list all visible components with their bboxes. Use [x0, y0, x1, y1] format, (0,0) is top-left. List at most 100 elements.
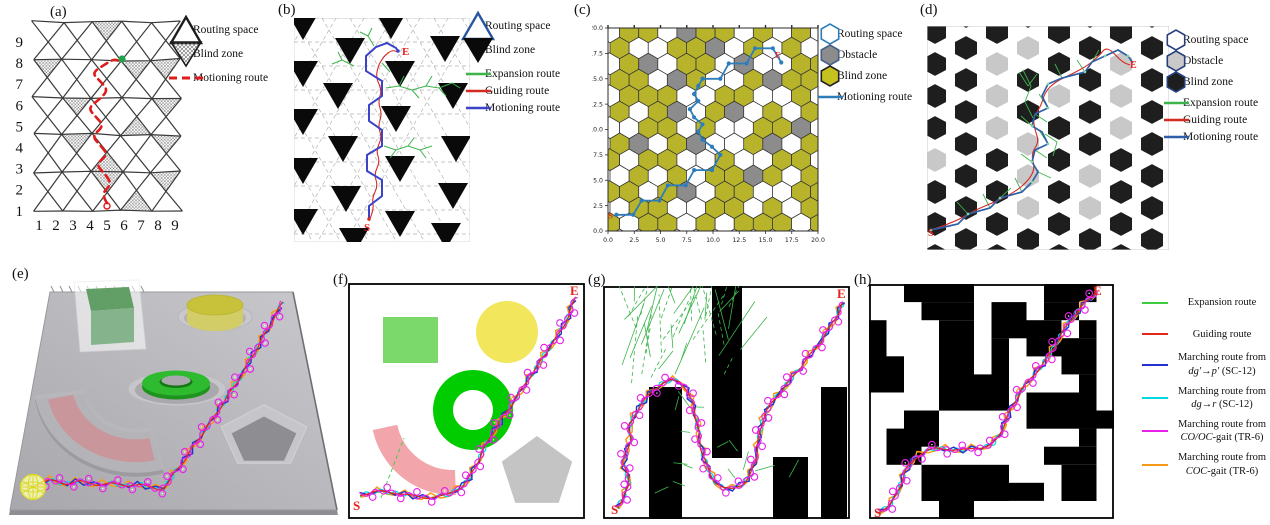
route-node-dot	[656, 392, 658, 394]
mesh-line	[294, 65, 397, 242]
blind-zone-triangle	[150, 171, 181, 192]
marching-route-loop	[539, 361, 548, 369]
expansion-route-line	[640, 289, 665, 345]
route-legend-label: Marching route from CO/OC-gait (TR-6)	[1174, 418, 1270, 445]
end-label: E	[1130, 60, 1137, 71]
blind-zone-hex	[1141, 132, 1163, 156]
route-node-dot	[249, 368, 251, 370]
expansion-route-line	[740, 316, 768, 350]
route-node-dot	[687, 107, 692, 112]
route-node-dot	[386, 486, 388, 489]
route-node-dot	[117, 479, 119, 481]
route-node-dot	[989, 439, 991, 442]
route-legend-row: Marching route from COC-gait (TR-6)	[1142, 451, 1270, 478]
expansion-route-line	[407, 137, 415, 147]
blind-zone-hex	[986, 148, 1008, 172]
blind-zone-hex	[1048, 52, 1070, 76]
expansion-route-line	[673, 462, 688, 465]
edge-tick	[131, 285, 136, 293]
route-node-dot	[694, 438, 696, 440]
legend-row: Expansion route	[1163, 97, 1270, 109]
route-node-dot	[493, 422, 495, 424]
arc-obstacle	[372, 424, 456, 495]
grid-diagonal-line	[121, 60, 152, 98]
route-node-dot	[478, 448, 480, 450]
marching-route-loop	[260, 321, 269, 330]
route-node-dot	[921, 458, 923, 460]
routing-hex	[608, 28, 621, 44]
legend-row: Motioning route	[169, 72, 336, 84]
end-label: E	[402, 46, 409, 58]
route-node-dot	[217, 401, 220, 403]
grid-diagonal-line	[62, 59, 93, 99]
marching-route-loop	[570, 309, 579, 317]
route-node-dot	[753, 476, 756, 478]
obstacle-hex	[986, 84, 1008, 108]
blind-zone-triangle	[430, 36, 460, 62]
obstacle-hex	[1048, 84, 1070, 108]
route-node-dot	[752, 46, 758, 51]
grid-diagonal-line	[61, 171, 94, 212]
legend-c: Routing space Obstacle Blind zone Motioning…	[817, 23, 950, 108]
marching-route-loop	[782, 373, 791, 381]
route-node-dot	[200, 426, 203, 428]
routing-hex	[657, 28, 678, 44]
y-axis-tick-label: 7.5	[593, 152, 603, 159]
label-segment: -gait (TR-6)	[1207, 465, 1259, 477]
route-node-dot	[1088, 292, 1090, 295]
route-node-dot	[1051, 358, 1053, 361]
marching-route-loop	[490, 418, 499, 427]
blind-zone-hex	[927, 244, 946, 250]
route-node-dot	[700, 137, 705, 142]
route-node-dot	[492, 439, 495, 441]
x-axis-tick-label: 7	[137, 218, 145, 234]
grid-diagonal-line	[120, 60, 153, 99]
expansion-route-line	[337, 51, 343, 61]
marching-route-loop	[261, 339, 269, 347]
label-segment: Guiding route	[1192, 328, 1252, 340]
expansion-route-line	[1037, 171, 1052, 179]
route-node-dot	[509, 414, 511, 416]
blind-zone-hex	[1110, 212, 1132, 236]
route-node-dot	[966, 212, 970, 216]
expansion-route-line	[1014, 177, 1023, 193]
panel-f-label: (f)	[333, 272, 348, 288]
obstacle-bar	[821, 387, 847, 519]
blind-zone-hex	[752, 28, 773, 44]
goal-marker	[118, 55, 126, 63]
blind-zone-hex	[638, 28, 659, 44]
y-axis-tick-label: 12.5	[592, 101, 603, 108]
mesh-line	[294, 18, 365, 139]
expansion-route-line	[728, 439, 738, 452]
route-node-dot	[767, 399, 769, 402]
blind-zone-triangle	[61, 133, 92, 154]
route-node-dot	[626, 499, 628, 501]
guiding-route-path	[878, 291, 1099, 514]
route-node-dot	[1001, 416, 1004, 418]
cube-top-face	[86, 287, 134, 311]
blind-zone-hex	[955, 68, 977, 92]
route-node-dot	[821, 346, 823, 349]
marching-route-loop	[902, 476, 911, 485]
legend-d: Routing space Obstacle Blind zone Expansion…	[1163, 29, 1270, 148]
route-node-dot	[1030, 160, 1034, 164]
y-axis-tick-label: 5.0	[593, 177, 603, 184]
route-node-dot	[639, 397, 642, 399]
route-node-dot	[465, 474, 467, 476]
route-node-dot	[1004, 433, 1006, 435]
y-axis-tick-label: 20.0	[592, 25, 603, 32]
blind-zone-triangle	[62, 98, 91, 117]
marching-route-loop	[818, 343, 826, 352]
arc-obstacle-pink	[48, 394, 155, 463]
hex-legend-icon	[820, 23, 840, 45]
grid-diagonal-line	[121, 20, 152, 62]
blind-zone-hex	[1079, 100, 1101, 124]
blind-zone-hex	[1017, 228, 1039, 250]
obstacle-block	[991, 302, 1027, 339]
expansion-route-line	[680, 430, 690, 433]
grid-diagonal-line	[91, 21, 122, 62]
blind-zone-hex	[619, 28, 640, 44]
expansion-route-line	[1054, 63, 1063, 79]
marching-route-loop	[163, 472, 171, 481]
marching-route-loop	[457, 488, 466, 497]
